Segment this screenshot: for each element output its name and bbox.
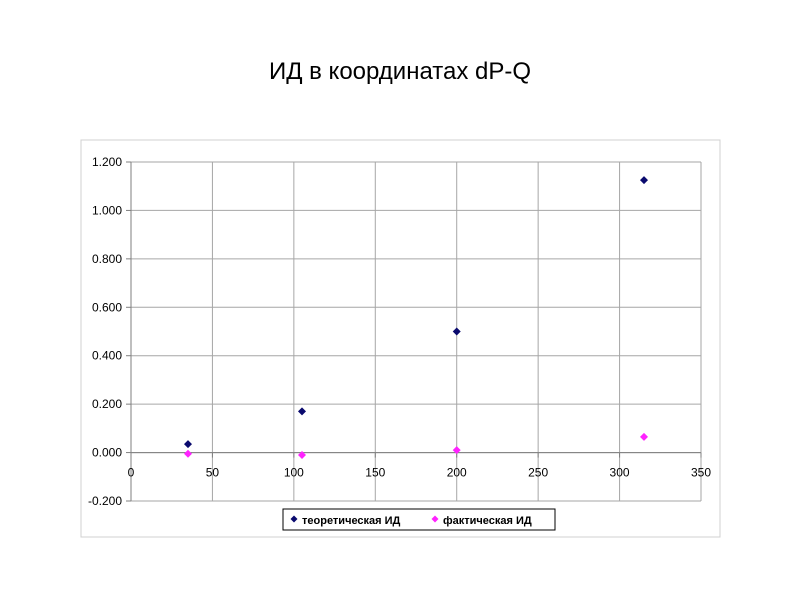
x-tick-label: 300 — [610, 466, 630, 480]
point-actual — [452, 446, 461, 455]
y-tick-label: 1.000 — [92, 203, 122, 217]
x-tick-label: 250 — [528, 466, 548, 480]
x-tick-label: 50 — [206, 466, 220, 480]
point-actual — [298, 450, 306, 459]
y-tick-labels: -0.200 0.000 0.200 0.400 0.600 0.800 1.000 1.20… — [88, 155, 122, 508]
legend-marker-actual — [431, 515, 439, 523]
point-theoretical — [452, 327, 461, 336]
legend-label-theoretical: теоретическая ИД — [302, 515, 401, 527]
y-tick-label: 0.400 — [92, 349, 122, 363]
legend: теоретическая ИД фактическая ИД — [282, 508, 556, 531]
legend-box — [282, 508, 556, 531]
y-tick-label: 0.000 — [92, 446, 122, 460]
point-theoretical — [298, 407, 306, 416]
y-tick-label: 0.200 — [92, 397, 122, 411]
y-tick-label: 0.800 — [92, 252, 122, 266]
x-tick-label: 350 — [691, 466, 711, 480]
x-tick-label: 200 — [447, 466, 467, 480]
x-tick-labels: 0 50 100 150 200 250 300 350 — [128, 466, 712, 480]
y-tick-label: 1.200 — [92, 155, 122, 169]
point-actual — [184, 449, 192, 458]
data-points — [184, 176, 648, 459]
legend-label-actual: фактическая ИД — [443, 515, 532, 527]
slide-title: ИД в координатах dP-Q — [268, 58, 532, 85]
point-actual — [640, 432, 648, 441]
x-tick-label: 150 — [365, 466, 385, 480]
y-tick-label: -0.200 — [88, 494, 122, 508]
y-tick-label: 0.600 — [92, 300, 122, 314]
chart-area-border — [80, 139, 721, 538]
x-tick-label: 0 — [128, 466, 135, 480]
point-theoretical — [640, 176, 648, 185]
axes — [126, 161, 702, 502]
x-tick-label: 100 — [284, 466, 304, 480]
legend-marker-theoretical — [290, 515, 298, 523]
gridlines — [130, 161, 702, 502]
point-theoretical — [184, 440, 192, 449]
